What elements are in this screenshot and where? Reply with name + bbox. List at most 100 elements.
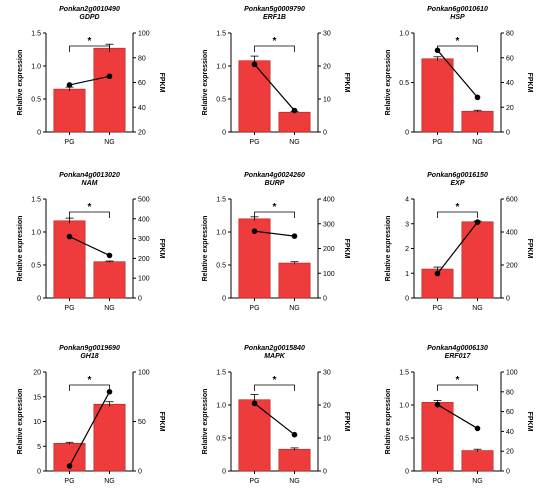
right-tick-label: 80 [506,389,514,396]
fpkm-line [437,221,478,274]
bar-pg [238,399,271,472]
right-tick-label: 40 [506,80,514,87]
panel-title: Ponkan9g0019690 [59,345,120,352]
y2-axis-label: FPKM [158,73,165,93]
left-tick-label: 0 [37,469,41,476]
fpkm-line [68,391,111,467]
panel-subtitle: ERF1B [263,14,286,21]
left-tick-label: 1.5 [216,370,226,377]
category-label: NG [104,305,115,312]
left-tick-label: 0 [222,296,226,303]
category-label: PG [249,305,259,312]
panel-title: Ponkan2g0015840 [244,345,305,352]
category-label: NG [289,305,300,312]
fpkm-point [251,228,258,234]
y-axis-label: Relative expression [17,50,24,116]
right-tick-label: 20 [323,64,331,71]
significance-marker: * [456,36,460,47]
panel-title: Ponkan4g0024260 [244,172,305,179]
right-tick-label: 60 [138,80,146,87]
y-axis-label: Relative expression [385,50,392,116]
left-tick-label: 2 [405,246,409,253]
left-tick-label: 0 [405,469,409,476]
category-label: NG [472,139,483,146]
fpkm-line [254,63,295,111]
fpkm-point [66,82,73,88]
left-tick-label: 4 [405,197,409,204]
left-tick-label: 0 [37,296,41,303]
panel-subtitle: GH18 [80,353,98,360]
category-label: PG [432,139,442,146]
left-tick-label: 0 [405,130,409,137]
right-tick-label: 20 [323,403,331,410]
significance-bracket [69,211,110,218]
right-tick-label: 0 [506,130,510,137]
right-tick-label: 20 [506,449,514,456]
fpkm-point [434,401,441,408]
left-tick-label: 0 [405,296,409,303]
y-axis-label: Relative expression [202,216,209,282]
left-tick-label: 1.0 [399,403,409,410]
category-label: NG [104,139,115,146]
significance-bracket [254,384,295,391]
right-tick-label: 40 [506,429,514,436]
category-label: NG [472,305,483,312]
right-tick-label: 500 [138,197,150,204]
right-tick-label: 30 [323,31,331,38]
bar-pg [53,220,86,299]
significance-marker: * [88,202,92,213]
significance-marker: * [456,202,460,213]
fpkm-point [66,463,73,469]
right-tick-label: 40 [138,105,146,112]
right-tick-label: 0 [323,130,327,137]
left-tick-label: 1.0 [399,31,409,38]
fpkm-point [106,389,113,395]
fpkm-line [69,236,110,256]
left-tick-label: 1.5 [216,31,226,38]
left-tick-label: 1.0 [31,64,41,71]
category-label: NG [104,478,115,485]
bar-ng [93,47,126,133]
panel-title: Ponkan2g0010490 [59,6,120,13]
fpkm-point [251,61,258,68]
right-tick-label: 100 [138,276,150,283]
left-tick-label: 5 [37,444,41,451]
category-label: PG [64,139,74,146]
bar-ng [461,110,494,133]
category-label: NG [472,478,483,485]
fpkm-point [434,270,441,277]
y2-axis-label: FPKM [343,239,350,259]
significance-bracket [254,211,295,218]
bar-ng [93,261,126,299]
right-tick-label: 100 [323,271,335,278]
right-tick-label: 60 [506,55,514,62]
y2-axis-label: FPKM [526,239,533,259]
significance-bracket [437,211,478,218]
y-axis-label: Relative expression [17,216,24,282]
left-tick-label: 0.5 [216,263,226,270]
fpkm-point [474,219,481,225]
right-tick-label: 100 [138,31,150,38]
left-tick-label: 0 [222,130,226,137]
panel-title: Ponkan5g0009790 [244,6,305,13]
fpkm-point [106,252,113,259]
right-tick-label: 200 [138,256,150,263]
fpkm-point [474,94,481,101]
right-tick-label: 50 [138,419,146,426]
right-tick-label: 10 [323,436,331,443]
bar-pg [53,88,86,133]
y2-axis-label: FPKM [343,73,350,93]
right-tick-label: 600 [506,197,518,204]
left-tick-label: 0.5 [399,80,409,87]
panel-subtitle: MAPK [264,353,286,360]
panel-title: Ponkan6g0010610 [427,6,488,13]
panel-title: Ponkan6g0016150 [427,172,488,179]
